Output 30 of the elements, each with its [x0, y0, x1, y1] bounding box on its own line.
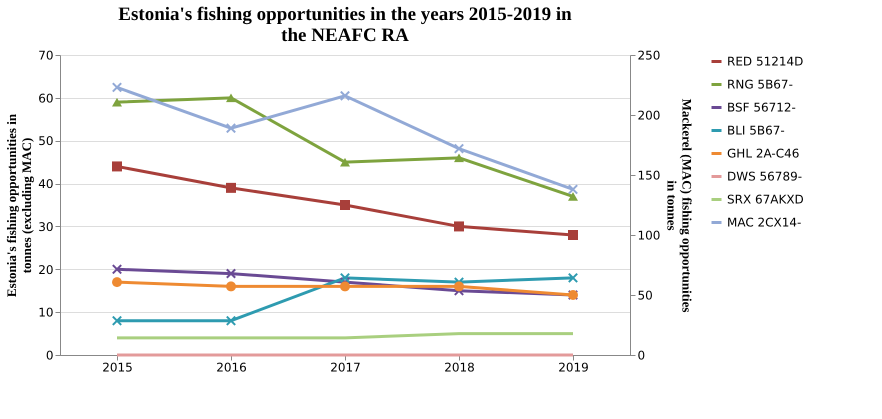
x-tick-label: 2018 — [444, 360, 475, 374]
legend-label: BLI 5B67- — [727, 124, 785, 138]
y-tick-label: 70 — [38, 48, 54, 62]
y2-tick-label: 50 — [638, 288, 653, 302]
legend-label: RNG 5B67- — [727, 78, 793, 92]
y-tick-label: 40 — [38, 177, 54, 192]
legend-label: RED 51214D — [727, 54, 804, 68]
y-axis-title: Estonia's fishing opportunities in tonnes (excluding MAC) — [4, 113, 34, 298]
legend-label: SRX 67AKXD — [727, 192, 804, 206]
y-tick-label: 60 — [38, 91, 54, 106]
y2-tick-label: 150 — [638, 168, 660, 182]
x-tick-label: 2017 — [330, 360, 361, 374]
y-tick-label: 50 — [38, 134, 54, 148]
y2-tick-label: 200 — [638, 108, 660, 122]
legend-label: DWS 56789- — [727, 170, 802, 184]
y2-tick-label: 0 — [638, 348, 646, 362]
y2-tick-label: 100 — [638, 228, 660, 242]
y-tick-label: 10 — [38, 306, 54, 320]
x-tick-label: 2016 — [216, 360, 247, 374]
y2-tick-label: 250 — [638, 48, 660, 62]
chart-title: Estonia's fishing opportunities in the years 2015-2019 in the NEAFC RA — [118, 4, 572, 46]
legend-label: MAC 2CX14- — [727, 216, 802, 230]
x-tick-label: 2019 — [558, 360, 589, 374]
y-tick-label: 20 — [38, 262, 54, 277]
x-tick-label: 2015 — [102, 360, 133, 374]
y-tick-label: 30 — [38, 220, 54, 234]
y2-axis-title: Mackerel (MAC) fishing opportunities in tonnes — [664, 98, 694, 312]
y-tick-label: 0 — [46, 348, 54, 362]
legend-label: BSF 56712- — [727, 100, 796, 114]
legend-label: GHL 2A-C46 — [727, 146, 800, 160]
